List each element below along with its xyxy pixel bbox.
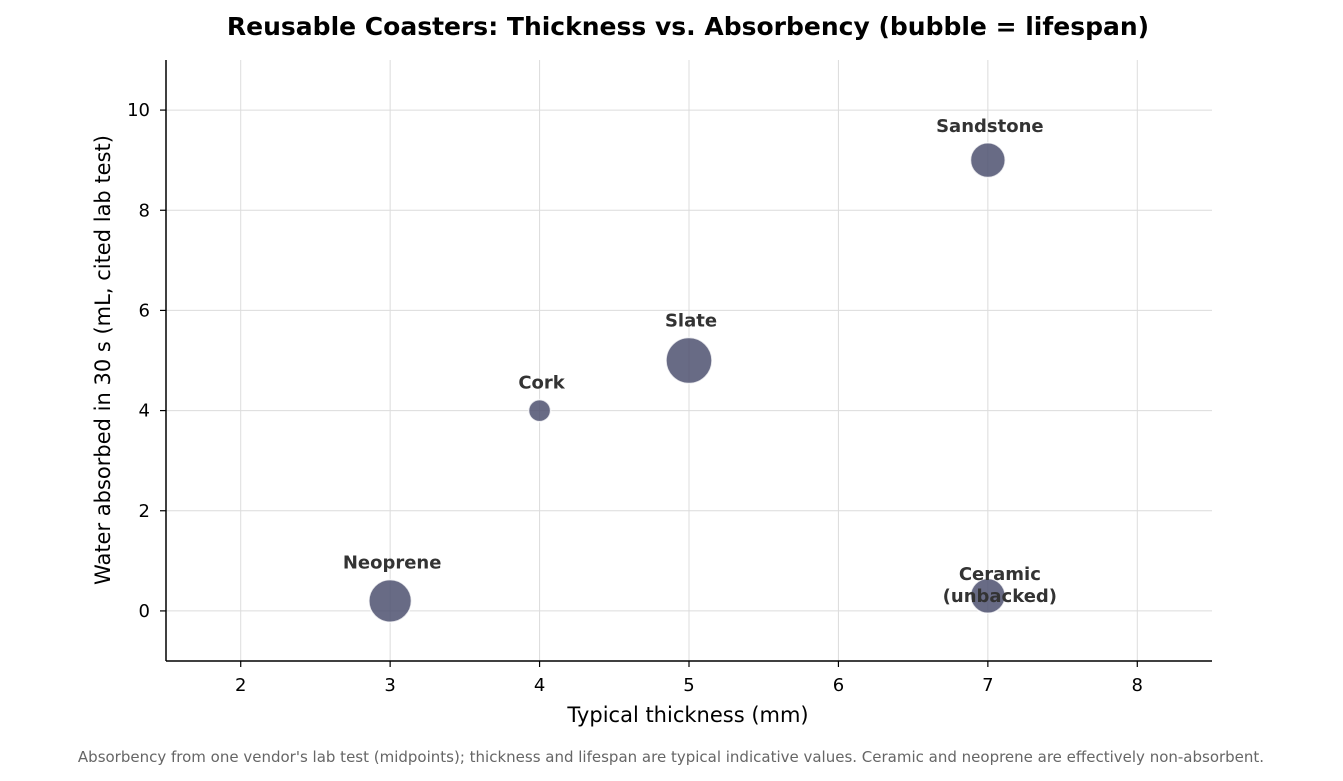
bubble-point (368, 578, 413, 623)
y-axis-label: Water absorbed in 30 s (mL, cited lab te… (91, 135, 115, 585)
y-tick-label: 0 (139, 601, 150, 622)
tick-labels: 2 3 4 5 6 7 8 0 2 4 6 8 10 (127, 100, 1143, 696)
x-tick-label: 6 (833, 675, 844, 696)
point-label: Sandstone (936, 116, 1044, 137)
point-label: Neoprene (343, 553, 442, 574)
bubble-point (969, 142, 1006, 179)
x-tick-label: 4 (534, 675, 545, 696)
chart-title: Reusable Coasters: Thickness vs. Absorbe… (227, 12, 1149, 41)
x-tick-label: 5 (683, 675, 694, 696)
point-label: Slate (665, 310, 717, 331)
data-points (368, 142, 1006, 623)
x-tick-label: 7 (982, 675, 993, 696)
y-tick-label: 6 (139, 300, 150, 321)
bubble-point (969, 577, 1006, 615)
y-tick-label: 10 (127, 100, 150, 121)
x-tick-label: 2 (235, 675, 246, 696)
point-label: Cork (518, 373, 565, 394)
y-tick-label: 2 (139, 501, 150, 522)
y-tick-label: 4 (139, 401, 150, 422)
x-tick-label: 3 (384, 675, 395, 696)
axes (160, 60, 1212, 667)
x-axis-label: Typical thickness (mm) (566, 703, 808, 727)
x-tick-label: 8 (1132, 675, 1143, 696)
y-tick-label: 8 (139, 200, 150, 221)
point-labels: Neoprene Cork Slate Sandstone Ceramic (unback… (343, 116, 1057, 607)
footnote: Absorbency from one vendor's lab test (m… (78, 748, 1264, 766)
bubble-point (527, 398, 552, 423)
bubble-point (665, 336, 713, 385)
point-label: Ceramic (unbacked) (943, 564, 1057, 607)
